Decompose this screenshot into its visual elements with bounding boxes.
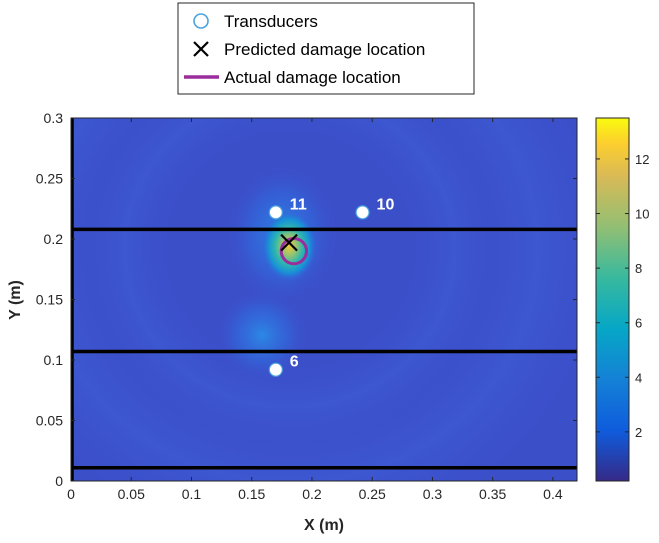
colorbar: 2 4 6 8 10 12 xyxy=(595,117,649,482)
x-tick-label: 0.4 xyxy=(543,486,563,502)
x-tick-label: 0.3 xyxy=(423,486,443,502)
transducer-point xyxy=(268,205,283,220)
x-tick-label: 0.2 xyxy=(302,486,322,502)
colorbar-gradient xyxy=(595,117,630,482)
plot-area: 11 10 6 xyxy=(71,118,577,481)
y-tick-label: 0 xyxy=(55,473,63,489)
y-axis: 0 0.05 0.1 0.15 0.2 0.25 0.3 xyxy=(36,110,577,489)
x-tick-label: 0 xyxy=(67,486,75,502)
x-axis-label: X (m) xyxy=(304,517,344,534)
x-tick-label: 0.15 xyxy=(238,486,265,502)
x-tick-label: 0.05 xyxy=(118,486,145,502)
legend-label-predicted: Predicted damage location xyxy=(224,40,425,59)
legend-box xyxy=(177,2,475,95)
colorbar-tick-label: 4 xyxy=(635,370,642,385)
transducer-label: 10 xyxy=(377,196,395,213)
colorbar-tick-label: 12 xyxy=(635,152,649,167)
x-tick-label: 0.1 xyxy=(182,486,202,502)
transducer-point xyxy=(268,362,283,377)
x-tick-label: 0.25 xyxy=(359,486,386,502)
heatmap-glow-lower xyxy=(217,290,307,380)
colorbar-tick-label: 2 xyxy=(635,425,642,440)
legend-label-actual: Actual damage location xyxy=(224,68,401,87)
transducer-label: 6 xyxy=(290,354,299,371)
y-tick-label: 0.15 xyxy=(36,292,63,308)
y-tick-label: 0.05 xyxy=(36,413,63,429)
legend-transducer-marker xyxy=(193,13,209,29)
y-tick-label: 0.3 xyxy=(44,110,64,126)
plot-marks: 11 10 6 xyxy=(268,196,395,377)
predicted-damage-marker xyxy=(280,233,298,252)
y-axis-label: Y (m) xyxy=(7,280,24,320)
y-tick-label: 0.1 xyxy=(44,352,64,368)
heatmap-hotspot xyxy=(261,210,317,282)
x-tick-label: 0.35 xyxy=(479,486,506,502)
y-tick-label: 0.25 xyxy=(36,171,63,187)
colorbar-ticks: 2 4 6 8 10 12 xyxy=(596,152,649,440)
colorbar-tick-label: 8 xyxy=(635,261,642,276)
transducer-point xyxy=(355,205,370,220)
transducer-label: 11 xyxy=(290,196,307,213)
y-tick-label: 0.2 xyxy=(44,231,64,247)
legend-predicted-marker xyxy=(193,41,209,57)
x-axis: 0 0.05 0.1 0.15 0.2 0.25 0.3 0.35 0.4 xyxy=(67,118,563,502)
colorbar-tick-label: 10 xyxy=(635,207,649,222)
legend-label-transducers: Transducers xyxy=(224,12,318,31)
colorbar-tick-label: 6 xyxy=(635,316,642,331)
legend: Transducers Predicted damage location Ac… xyxy=(177,2,475,95)
